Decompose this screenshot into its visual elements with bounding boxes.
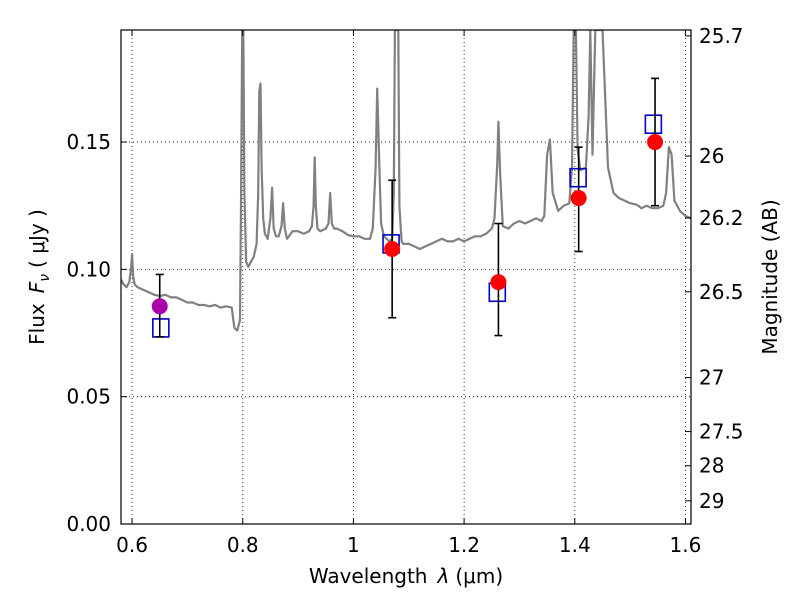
plot-area	[121, 30, 691, 524]
right-tick-label: 25.7	[699, 24, 744, 48]
x-tick-label: 0.6	[116, 533, 148, 557]
x-axis-label: Wavelength λ (μm)	[309, 564, 503, 588]
nir-data-point	[490, 274, 507, 291]
right-tick-label: 26	[699, 144, 724, 168]
marker-layer	[151, 77, 664, 338]
nir-data-point	[384, 240, 401, 257]
model-photometry-square	[644, 114, 663, 135]
ticks: 0.6 0.8 1 1.2 1.4 1.6 0.00 0.05 0.10 0.15 25.7 26 26…	[66, 24, 743, 557]
nir-data-point	[570, 190, 587, 207]
optical-data-point	[151, 298, 168, 315]
x-tick-label: 0.8	[227, 533, 259, 557]
x-tick-label: 1.6	[670, 533, 702, 557]
x-tick-label: 1	[347, 533, 360, 557]
nir-data-point	[647, 134, 664, 151]
y-tick-label: 0.10	[66, 257, 111, 281]
right-tick-label: 27.5	[699, 420, 744, 444]
right-tick-label: 28	[699, 454, 724, 478]
plot-frame	[120, 29, 692, 525]
right-tick-label: 26.5	[699, 280, 744, 304]
y-tick-label: 0.15	[66, 130, 111, 154]
right-tick-label: 26.2	[699, 206, 744, 230]
x-tick-label: 1.4	[559, 533, 591, 557]
y-axis-label-left: FluxFν( μJy )	[25, 209, 53, 345]
right-tick-label: 29	[699, 489, 724, 513]
y-tick-label: 0.00	[66, 512, 111, 536]
x-tick-label: 1.2	[448, 533, 480, 557]
y-axis-label-right: Magnitude (AB)	[758, 199, 782, 354]
y-tick-label: 0.05	[66, 385, 111, 409]
right-tick-label: 27	[699, 366, 724, 390]
